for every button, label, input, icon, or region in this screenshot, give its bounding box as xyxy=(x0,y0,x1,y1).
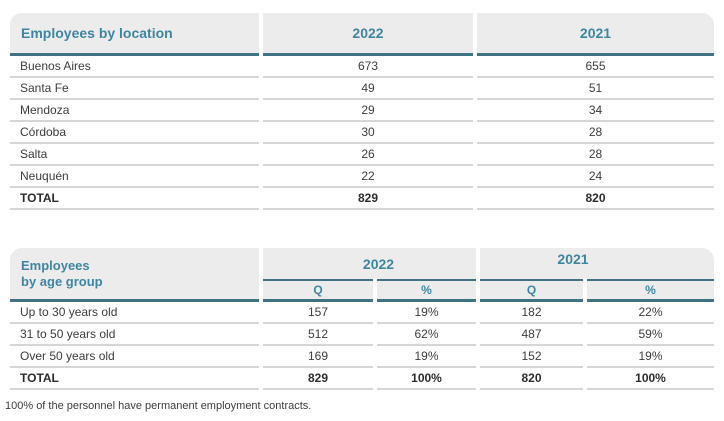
value-2022: 673 xyxy=(263,56,473,78)
row-label: Up to 30 years old xyxy=(10,302,259,324)
value-2022: 29 xyxy=(263,100,473,122)
location-table-title: Employees by location xyxy=(10,13,259,56)
age-table-title-line1: Employees xyxy=(21,257,90,273)
row-label: 31 to 50 years old xyxy=(10,324,259,346)
pct-2022: 19% xyxy=(377,346,476,368)
value-2022: 22 xyxy=(263,166,473,188)
row-label: Salta xyxy=(10,144,259,166)
q-2022: 169 xyxy=(263,346,373,368)
total-2022: 829 xyxy=(263,188,473,210)
row-label: Córdoba xyxy=(10,122,259,144)
age-table-title-line2: by age group xyxy=(21,273,103,289)
pct-2022: 19% xyxy=(377,302,476,324)
location-col-2022: 2022 xyxy=(263,13,473,56)
subcol-q-2021: Q xyxy=(480,279,583,302)
pct-2022: 62% xyxy=(377,324,476,346)
location-col-2021: 2021 xyxy=(477,13,714,56)
footnote: 100% of the personnel have permanent emp… xyxy=(5,400,312,412)
value-2022: 30 xyxy=(263,122,473,144)
age-col-2022: 2022 xyxy=(263,248,476,279)
q-2021: 152 xyxy=(480,346,583,368)
value-2022: 26 xyxy=(263,144,473,166)
value-2022: 49 xyxy=(263,78,473,100)
subcol-pct-2021: % xyxy=(587,279,714,302)
total-pct-2021: 100% xyxy=(587,368,714,390)
row-label: Mendoza xyxy=(10,100,259,122)
row-label: Buenos Aires xyxy=(10,56,259,78)
value-2021: 28 xyxy=(477,122,714,144)
age-col-2021: 2021 xyxy=(480,248,714,279)
total-2021: 820 xyxy=(477,188,714,210)
q-2021: 487 xyxy=(480,324,583,346)
q-2022: 512 xyxy=(263,324,373,346)
pct-2021: 22% xyxy=(587,302,714,324)
pct-2021: 59% xyxy=(587,324,714,346)
value-2021: 34 xyxy=(477,100,714,122)
value-2021: 655 xyxy=(477,56,714,78)
row-label: Over 50 years old xyxy=(10,346,259,368)
age-table-title: Employees by age group xyxy=(10,248,259,302)
subcol-pct-2022: % xyxy=(377,279,476,302)
pct-2021: 19% xyxy=(587,346,714,368)
total-pct-2022: 100% xyxy=(377,368,476,390)
q-2022: 157 xyxy=(263,302,373,324)
subcol-q-2022: Q xyxy=(263,279,373,302)
value-2021: 51 xyxy=(477,78,714,100)
row-label: Santa Fe xyxy=(10,78,259,100)
employees-by-age-group-table: Employees by age group 2022 2021 Q % Q %… xyxy=(10,248,714,390)
total-label: TOTAL xyxy=(10,368,259,390)
row-label: Neuquén xyxy=(10,166,259,188)
employees-by-location-table: Employees by location 2022 2021 Buenos A… xyxy=(10,13,714,210)
value-2021: 28 xyxy=(477,144,714,166)
q-2021: 182 xyxy=(480,302,583,324)
total-q-2021: 820 xyxy=(480,368,583,390)
total-q-2022: 829 xyxy=(263,368,373,390)
total-label: TOTAL xyxy=(10,188,259,210)
value-2021: 24 xyxy=(477,166,714,188)
